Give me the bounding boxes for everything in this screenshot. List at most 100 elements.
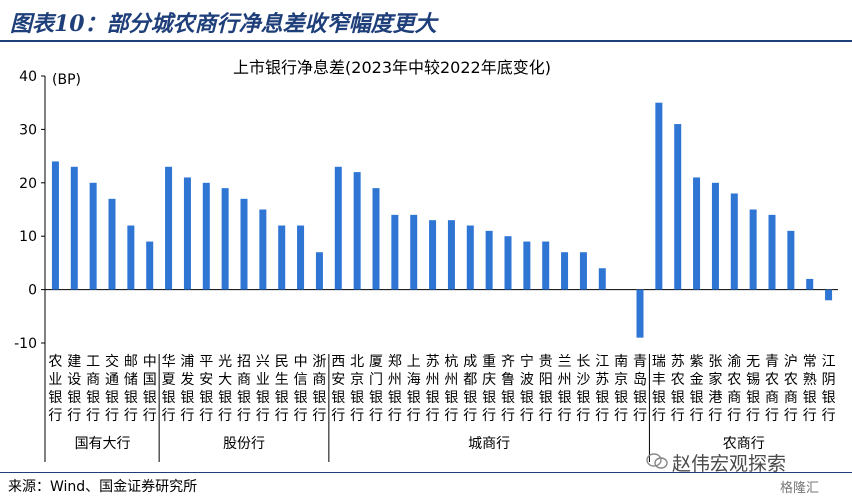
category-label: 瑞丰银行 (652, 354, 666, 424)
bar-chart: 上市银行净息差(2023年中较2022年底变化) (BP) -10 0 10 20 30 40… (14, 58, 838, 462)
bar (183, 177, 191, 290)
category-label: 农业银行 (48, 354, 62, 424)
bar (202, 182, 210, 290)
category-label: 平安银行 (199, 354, 213, 424)
bar (353, 172, 361, 290)
category-label: 邮储银行 (124, 354, 138, 424)
category-label: 青岛银行 (633, 354, 647, 424)
category-label: 工商银行 (86, 354, 100, 424)
category-label: 紫金银行 (690, 354, 704, 424)
category-label: 厦门银行 (369, 354, 383, 424)
bar (485, 230, 493, 290)
category-label: 上海银行 (407, 354, 421, 424)
category-label: 苏州银行 (426, 354, 440, 424)
y-tick-label: 10 (19, 229, 37, 245)
category-label: 成都银行 (463, 354, 477, 424)
category-label: 张家港行 (708, 354, 722, 424)
bar (429, 220, 437, 290)
bar (768, 214, 776, 290)
chart-title: 上市银行净息差(2023年中较2022年底变化) (233, 58, 551, 77)
bar (787, 230, 795, 290)
bar (108, 198, 116, 290)
category-label: 江苏银行 (595, 354, 609, 424)
bar (749, 209, 757, 290)
category-label: 江阴银行 (822, 354, 836, 424)
footer-rule (0, 472, 852, 473)
bar (655, 102, 663, 290)
bar (51, 161, 59, 290)
bar (542, 241, 550, 290)
brand-mark: 格隆汇 (780, 481, 820, 496)
bar (447, 220, 455, 290)
group-label: 国有大行 (75, 436, 131, 452)
bar (165, 166, 173, 290)
y-tick-label: -10 (14, 336, 37, 352)
bar (259, 209, 267, 290)
bar (693, 177, 701, 290)
category-label: 杭州银行 (444, 354, 458, 424)
bar (89, 182, 97, 290)
bar (730, 193, 738, 290)
category-label: 民生银行 (275, 354, 289, 424)
category-label: 西安银行 (331, 354, 345, 424)
bar (391, 214, 399, 290)
category-label: 交通银行 (105, 353, 119, 424)
bar (278, 225, 286, 290)
bar (825, 289, 833, 301)
bar (410, 214, 418, 290)
y-tick-label: 30 (19, 122, 37, 138)
figure-title: 图表10：部分城农商行净息差收窄幅度更大 (10, 11, 437, 37)
bar (523, 241, 531, 290)
category-label: 重庆银行 (482, 354, 496, 424)
category-label: 招商银行 (237, 354, 251, 424)
group-label: 城商行 (468, 436, 510, 452)
source-note: 来源：Wind、国金证券研究所 (8, 479, 198, 495)
bar (146, 241, 154, 290)
category-label: 光大银行 (218, 354, 232, 424)
category-label: 浙商银行 (312, 354, 326, 424)
bar (240, 198, 248, 290)
category-label: 齐鲁银行 (501, 354, 515, 424)
bar (636, 289, 644, 338)
bar (579, 252, 587, 290)
category-label: 郑州银行 (388, 354, 402, 424)
y-tick-label: 20 (19, 176, 37, 192)
y-unit-label: (BP) (52, 72, 81, 88)
bar (806, 278, 814, 290)
wechat-icon (646, 453, 668, 469)
y-tick-label: 0 (28, 283, 37, 299)
bar (334, 166, 342, 290)
category-label: 苏农银行 (671, 354, 685, 424)
group-label: 股份行 (223, 436, 265, 452)
category-label: 兰州银行 (558, 354, 572, 424)
category-label: 北京银行 (350, 354, 364, 424)
category-label: 长沙银行 (576, 354, 590, 424)
watermark-text: 赵伟宏观探索 (672, 453, 787, 475)
title-rule (0, 40, 852, 42)
category-label: 宁波银行 (520, 353, 534, 424)
bar (297, 225, 305, 290)
bar (466, 225, 474, 290)
bar (221, 188, 229, 290)
category-label: 中国银行 (143, 354, 157, 424)
category-label: 贵阳银行 (539, 354, 553, 424)
y-tick-label: 40 (19, 69, 37, 85)
bar (674, 124, 682, 290)
category-label: 中信银行 (294, 354, 308, 424)
bar (561, 252, 569, 290)
category-label: 建设银行 (67, 354, 81, 424)
category-label: 沪农商行 (784, 354, 798, 424)
bar (504, 236, 512, 290)
bar (598, 268, 606, 290)
bar (711, 182, 719, 290)
category-label: 常熟银行 (803, 354, 817, 424)
bar (315, 252, 323, 290)
category-label: 无锡银行 (746, 354, 760, 424)
category-label: 兴业银行 (256, 354, 270, 424)
bar (70, 166, 78, 290)
category-label: 南京银行 (614, 354, 628, 424)
category-label: 华夏银行 (162, 354, 176, 424)
category-label: 青农商行 (765, 354, 779, 424)
category-label: 浦发银行 (180, 354, 194, 424)
category-label: 渝农商行 (727, 354, 741, 424)
